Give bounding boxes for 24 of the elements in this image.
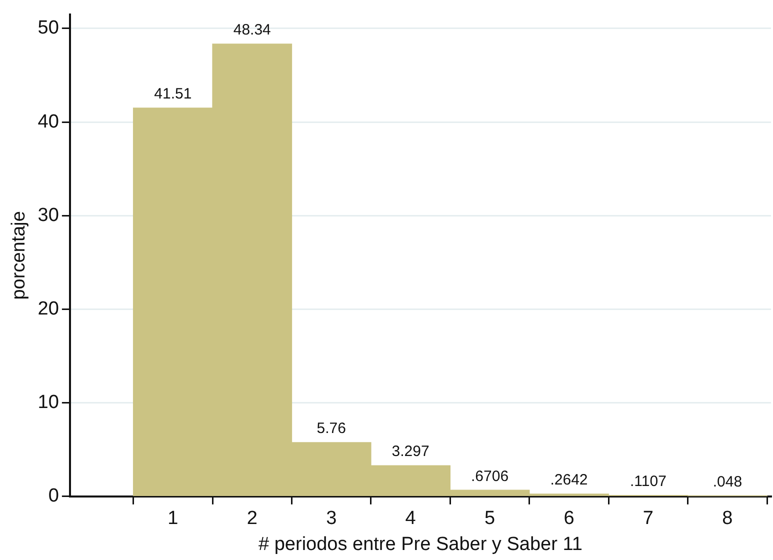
data-label: 5.76	[316, 420, 346, 438]
y-tick-label: 0	[48, 486, 59, 507]
y-tick-label: 30	[38, 204, 59, 226]
y-tick-label: 40	[38, 111, 59, 132]
data-label: 48.34	[233, 22, 271, 39]
data-label: 41.51	[154, 86, 192, 103]
x-tick-label: 2	[246, 508, 258, 530]
x-tick-label: 1	[168, 508, 178, 530]
data-label: .6706	[471, 468, 509, 485]
x-tick-label: 3	[326, 508, 337, 530]
y-tick-label: 10	[38, 392, 59, 414]
data-label: .048	[712, 474, 742, 491]
y-tick-label: 50	[38, 18, 59, 39]
data-label: .2642	[550, 472, 588, 489]
data-label: .1107	[630, 473, 666, 490]
y-axis-title: porcentaje	[8, 211, 30, 300]
x-tick-label: 6	[564, 508, 574, 530]
x-tick-label: 4	[405, 508, 416, 530]
data-label: 3.297	[392, 443, 430, 460]
x-axis-title: # periodos entre Pre Saber y Saber 11	[258, 534, 582, 555]
x-tick-label: 8	[722, 508, 733, 530]
x-tick-label: 7	[642, 508, 654, 530]
x-tick-label: 5	[484, 508, 496, 530]
y-tick-label: 20	[38, 298, 59, 320]
